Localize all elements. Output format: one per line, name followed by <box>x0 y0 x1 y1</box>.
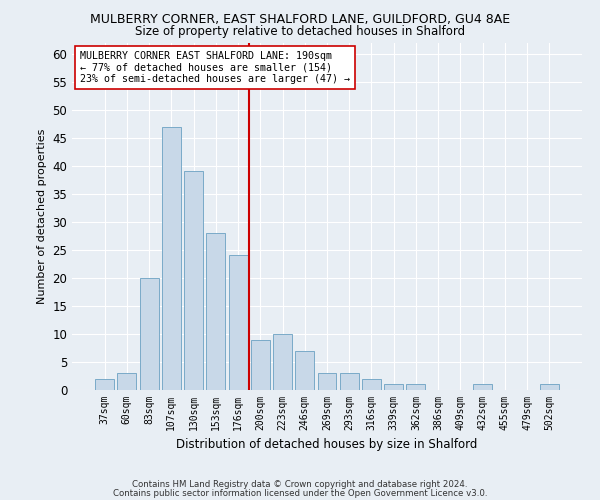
Bar <box>540 384 559 390</box>
Bar <box>206 233 225 390</box>
Text: MULBERRY CORNER EAST SHALFORD LANE: 190sqm
← 77% of detached houses are smaller : MULBERRY CORNER EAST SHALFORD LANE: 190s… <box>80 51 350 84</box>
Bar <box>384 384 403 390</box>
Y-axis label: Number of detached properties: Number of detached properties <box>37 128 47 304</box>
Text: Contains HM Land Registry data © Crown copyright and database right 2024.: Contains HM Land Registry data © Crown c… <box>132 480 468 489</box>
X-axis label: Distribution of detached houses by size in Shalford: Distribution of detached houses by size … <box>176 438 478 452</box>
Bar <box>118 373 136 390</box>
Bar <box>162 126 181 390</box>
Bar <box>251 340 270 390</box>
Bar <box>317 373 337 390</box>
Bar <box>95 379 114 390</box>
Bar <box>273 334 292 390</box>
Bar <box>184 172 203 390</box>
Bar <box>229 256 248 390</box>
Text: Contains public sector information licensed under the Open Government Licence v3: Contains public sector information licen… <box>113 488 487 498</box>
Bar <box>140 278 158 390</box>
Bar <box>406 384 425 390</box>
Bar <box>473 384 492 390</box>
Bar <box>340 373 359 390</box>
Bar <box>295 351 314 390</box>
Bar <box>362 379 381 390</box>
Text: Size of property relative to detached houses in Shalford: Size of property relative to detached ho… <box>135 25 465 38</box>
Text: MULBERRY CORNER, EAST SHALFORD LANE, GUILDFORD, GU4 8AE: MULBERRY CORNER, EAST SHALFORD LANE, GUI… <box>90 12 510 26</box>
